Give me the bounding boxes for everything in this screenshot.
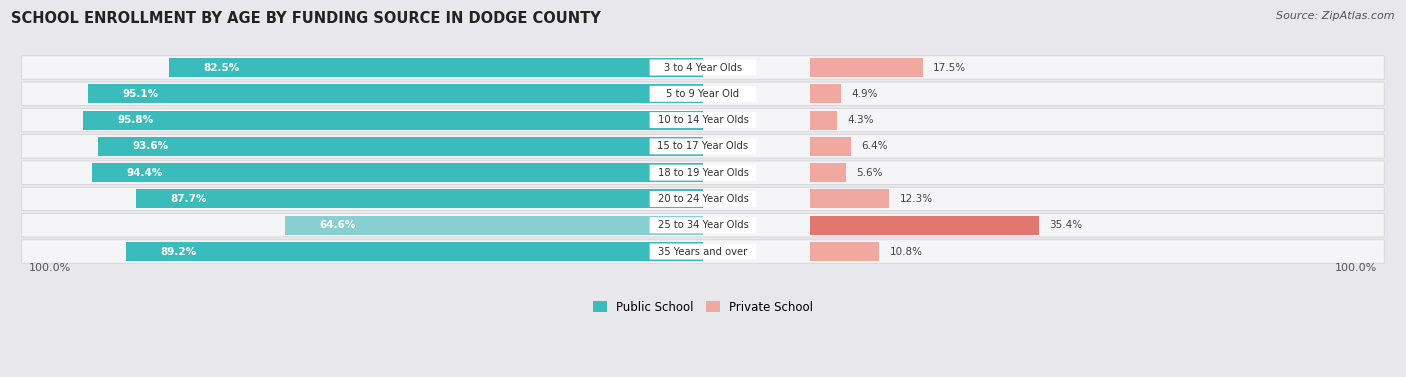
Text: SCHOOL ENROLLMENT BY AGE BY FUNDING SOURCE IN DODGE COUNTY: SCHOOL ENROLLMENT BY AGE BY FUNDING SOUR… [11,11,600,26]
Text: 12.3%: 12.3% [900,194,932,204]
Bar [810,216,1039,235]
Bar [810,110,838,130]
Text: 100.0%: 100.0% [28,263,72,273]
Bar [810,242,880,261]
FancyBboxPatch shape [650,60,756,75]
Text: 20 to 24 Year Olds: 20 to 24 Year Olds [658,194,748,204]
Text: 94.4%: 94.4% [127,168,163,178]
FancyBboxPatch shape [21,82,1385,106]
Text: 95.8%: 95.8% [118,115,155,125]
Bar [136,190,703,208]
Text: 5 to 9 Year Old: 5 to 9 Year Old [666,89,740,99]
FancyBboxPatch shape [21,108,1385,132]
Bar [83,110,703,130]
Text: 100.0%: 100.0% [1334,263,1378,273]
Bar [93,163,703,182]
FancyBboxPatch shape [21,161,1385,184]
Text: 10 to 14 Year Olds: 10 to 14 Year Olds [658,115,748,125]
Text: Source: ZipAtlas.com: Source: ZipAtlas.com [1277,11,1395,21]
FancyBboxPatch shape [21,135,1385,158]
Text: 17.5%: 17.5% [934,63,966,72]
FancyBboxPatch shape [21,213,1385,237]
FancyBboxPatch shape [650,191,756,207]
Bar [127,242,703,261]
Text: 4.3%: 4.3% [848,115,875,125]
Text: 15 to 17 Year Olds: 15 to 17 Year Olds [658,141,748,152]
Bar [97,137,703,156]
Bar [810,84,841,103]
Text: 87.7%: 87.7% [170,194,207,204]
Bar [810,163,846,182]
Bar [170,58,703,77]
Text: 35.4%: 35.4% [1049,220,1083,230]
Text: 18 to 19 Year Olds: 18 to 19 Year Olds [658,168,748,178]
Text: 82.5%: 82.5% [204,63,240,72]
Text: 25 to 34 Year Olds: 25 to 34 Year Olds [658,220,748,230]
Text: 95.1%: 95.1% [122,89,159,99]
FancyBboxPatch shape [650,138,756,154]
FancyBboxPatch shape [650,86,756,102]
Text: 35 Years and over: 35 Years and over [658,247,748,256]
FancyBboxPatch shape [21,240,1385,263]
Text: 89.2%: 89.2% [160,247,197,256]
Bar [810,190,889,208]
Text: 4.9%: 4.9% [852,89,879,99]
Bar [285,216,703,235]
FancyBboxPatch shape [21,56,1385,79]
Text: 5.6%: 5.6% [856,168,883,178]
FancyBboxPatch shape [21,187,1385,211]
Text: 6.4%: 6.4% [862,141,887,152]
FancyBboxPatch shape [650,112,756,128]
Text: 64.6%: 64.6% [319,220,356,230]
Legend: Public School, Private School: Public School, Private School [588,296,818,318]
Text: 10.8%: 10.8% [890,247,922,256]
FancyBboxPatch shape [650,244,756,259]
FancyBboxPatch shape [650,217,756,233]
Text: 3 to 4 Year Olds: 3 to 4 Year Olds [664,63,742,72]
FancyBboxPatch shape [650,165,756,181]
Bar [810,58,922,77]
Bar [810,137,851,156]
Bar [89,84,703,103]
Text: 93.6%: 93.6% [132,141,169,152]
